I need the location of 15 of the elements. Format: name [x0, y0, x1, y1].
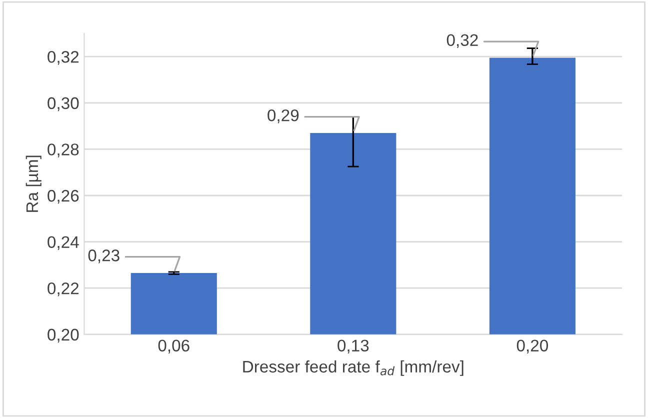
y-tick-label: 0,24 — [48, 236, 79, 250]
y-axis-title: Ra [µm] — [26, 156, 42, 212]
y-tick-label: 0,32 — [48, 50, 79, 65]
data-label: 0,23 — [88, 250, 120, 264]
y-tick-label: 0,30 — [48, 97, 79, 112]
y-tick-label: 0,20 — [48, 328, 79, 343]
x-axis-title: Dresser feed rate f$_{ad}$ [mm/rev] — [243, 360, 464, 376]
x-tick-label: 0,20 — [516, 340, 548, 354]
x-tick-label: 0,06 — [158, 340, 190, 354]
x-tick-label: 0,13 — [338, 340, 369, 354]
data-label: 0,29 — [268, 109, 299, 124]
y-tick-label: 0,22 — [48, 282, 79, 296]
y-tick-label: 0,28 — [48, 144, 79, 158]
data-label: 0,32 — [446, 34, 478, 48]
y-tick-label: 0,26 — [48, 190, 79, 204]
